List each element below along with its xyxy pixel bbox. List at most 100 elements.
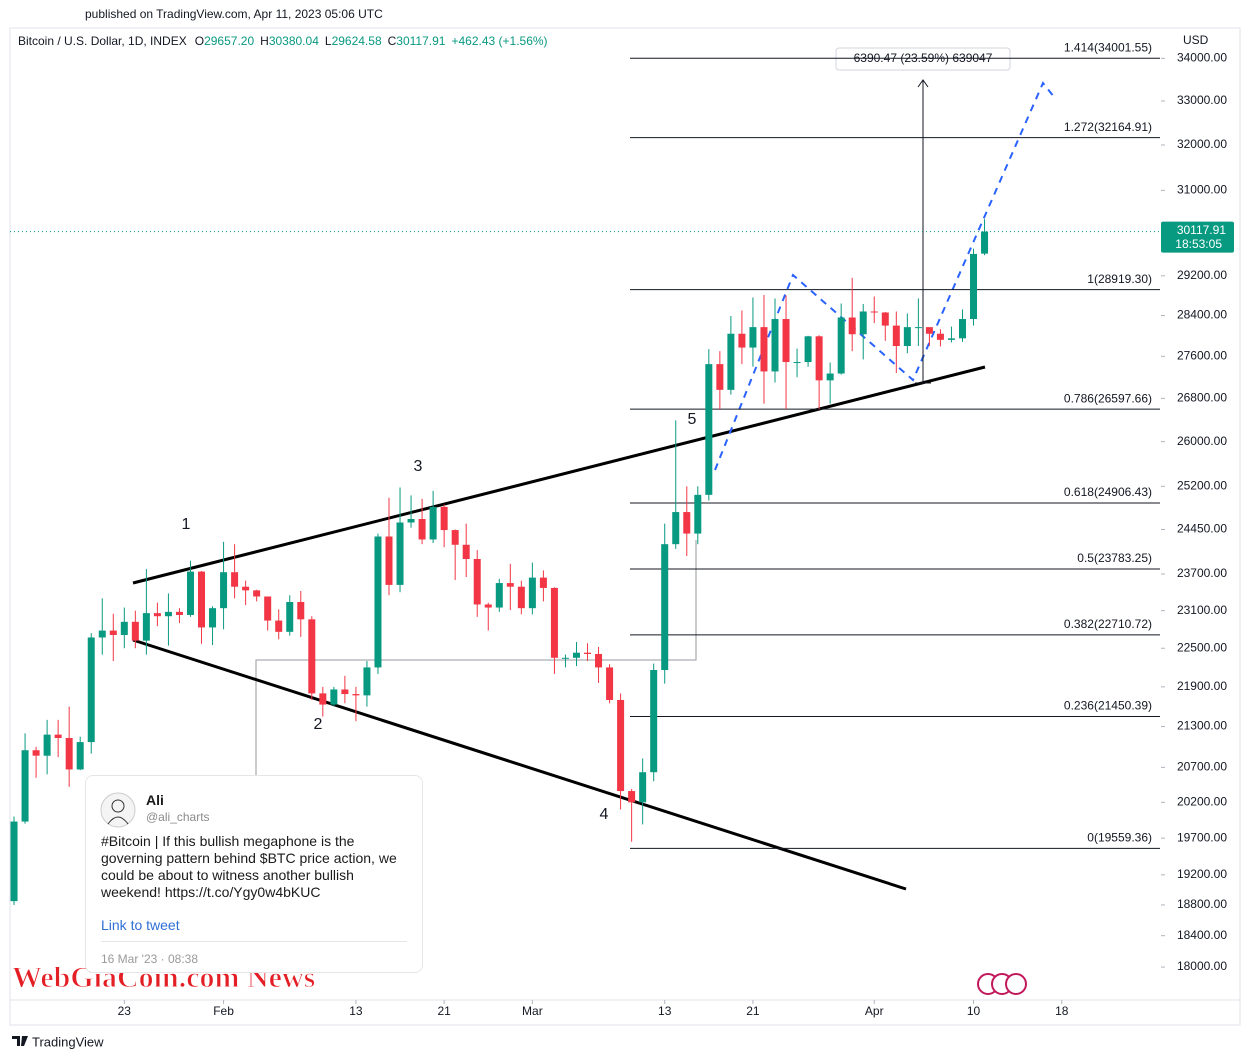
candle-body (374, 536, 382, 668)
footer-brand: TradingView (32, 1034, 104, 1049)
y-tick-label: 18800.00 (1177, 897, 1227, 911)
candle-body (186, 571, 194, 615)
separator (101, 941, 407, 942)
candle-body (694, 494, 702, 534)
y-tick-label: 34000.00 (1177, 51, 1227, 65)
candle-body (705, 364, 713, 495)
x-tick-label: 18 (1055, 1004, 1069, 1018)
legend-value: 29624.58 (332, 34, 382, 48)
upper-trendline (132, 365, 986, 585)
candle-body (231, 572, 239, 587)
candle-body (319, 693, 327, 705)
y-tick-label: 26800.00 (1177, 391, 1227, 405)
legend-value: 30380.04 (269, 34, 319, 48)
tweet-handle: @ali_charts (146, 810, 210, 824)
candle-body (892, 325, 900, 347)
y-tick-label: 29200.00 (1177, 268, 1227, 282)
candle-body (385, 536, 393, 585)
candle-body (815, 336, 823, 381)
candle-body (958, 319, 966, 339)
candle-body (561, 657, 569, 659)
candle-body (21, 750, 29, 822)
x-tick-label: 13 (658, 1004, 672, 1018)
candle-body (606, 667, 614, 700)
y-tick-label: 24450.00 (1177, 522, 1227, 536)
candle-body (528, 577, 536, 609)
candle-body (473, 559, 481, 605)
y-tick-label: 33000.00 (1177, 93, 1227, 107)
y-tick-label: 19200.00 (1177, 867, 1227, 881)
wave-label: 5 (688, 411, 697, 428)
range-box (255, 540, 697, 775)
y-tick-label: 31000.00 (1177, 183, 1227, 197)
y-tick-label: 32000.00 (1177, 137, 1227, 151)
wave-label: 1 (182, 516, 191, 533)
candle-body (198, 571, 206, 628)
flag-icons (977, 973, 1027, 995)
candle-body (903, 327, 911, 347)
x-tick-label: Feb (213, 1004, 234, 1018)
candle-body (164, 611, 172, 617)
candle-body (98, 630, 106, 638)
candle-body (120, 621, 128, 635)
candle-body (584, 652, 592, 654)
candle-body (716, 364, 724, 390)
x-tick-label: Apr (865, 1004, 884, 1018)
legend-title: Bitcoin / U.S. Dollar, 1D, INDEX (18, 34, 187, 48)
y-tick-label: 21900.00 (1177, 679, 1227, 693)
candle-body (495, 583, 503, 608)
last-price-label: 30117.91 (1177, 223, 1226, 237)
fib-label: 0(19559.36) (1087, 831, 1152, 845)
x-tick-label: 13 (349, 1004, 363, 1018)
candle-body (782, 319, 790, 363)
y-tick-label: 28400.00 (1177, 308, 1227, 322)
x-tick-label: 21 (437, 1004, 451, 1018)
candle-body (220, 572, 228, 609)
candle-body (297, 602, 305, 620)
candle-body (43, 734, 51, 756)
lower-trendline (132, 638, 907, 891)
fib-label: 1(28919.30) (1087, 272, 1152, 286)
candle-body (330, 689, 338, 705)
candle-body (484, 604, 492, 608)
candle-body (804, 336, 812, 363)
candle-body (925, 327, 933, 334)
candle-body (308, 619, 316, 694)
legend-value: 29657.20 (204, 34, 254, 48)
candle-body (506, 583, 514, 587)
candle-body (859, 311, 867, 335)
tweet-card: Ali @ali_charts #Bitcoin | If this bulli… (85, 775, 423, 973)
candle-body (539, 577, 547, 588)
candle-body (363, 667, 371, 696)
legend-change: +462.43 (+1.56%) (451, 34, 547, 48)
candle-body (451, 530, 459, 545)
candle-body (650, 669, 658, 773)
y-tick-label: 22500.00 (1177, 640, 1227, 654)
fib-label: 0.236(21450.39) (1064, 699, 1152, 713)
fib-label: 0.5(23783.25) (1077, 551, 1152, 565)
fib-label: 1.272(32164.91) (1064, 120, 1152, 134)
tweet-date: 16 Mar '23 · 08:38 (101, 952, 199, 966)
candle-body (981, 231, 989, 254)
candle-body (275, 620, 283, 632)
candle-body (738, 333, 746, 348)
chart-frame (9, 27, 1241, 1026)
x-tick-label: 23 (118, 1004, 132, 1018)
tweet-link[interactable]: Link to tweet (101, 917, 180, 933)
candle-body (826, 373, 834, 381)
candle-body (440, 506, 448, 531)
candle-body (936, 333, 944, 340)
candle-body (947, 338, 955, 340)
candle-body (341, 689, 349, 695)
candle-body (870, 311, 878, 313)
legend-value: 30117.91 (396, 34, 445, 48)
candle-body (683, 512, 691, 534)
candle-body (429, 506, 437, 540)
y-tick-label: 23700.00 (1177, 566, 1227, 580)
candle-body (595, 653, 603, 668)
candle-body (264, 596, 272, 621)
candle-body (142, 613, 150, 641)
y-tick-label: 21300.00 (1177, 719, 1227, 733)
y-tick-label: 27600.00 (1177, 349, 1227, 363)
y-tick-label: 20700.00 (1177, 760, 1227, 774)
